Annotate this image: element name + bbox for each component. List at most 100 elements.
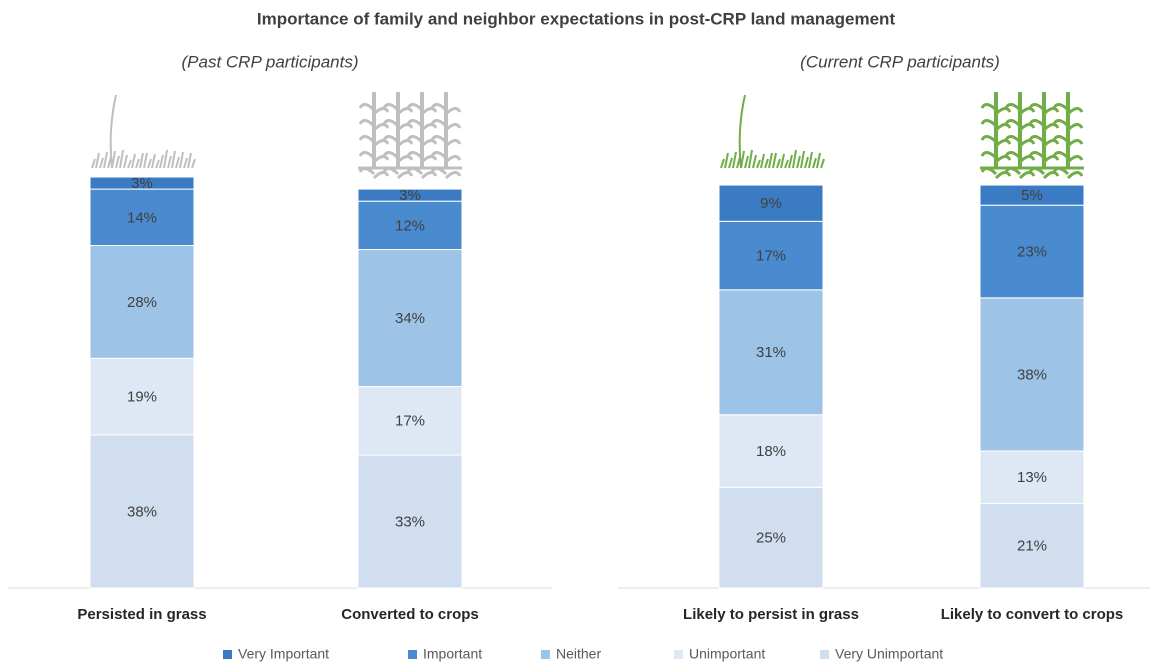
chart-title: Importance of family and neighbor expect… (257, 9, 896, 28)
plant-icon (446, 172, 460, 178)
plant-icon (1068, 108, 1082, 114)
data-label: 13% (1017, 469, 1047, 486)
plant-icon (168, 156, 171, 168)
plant-icon (192, 159, 195, 168)
plant-icon (1044, 108, 1058, 114)
plant-icon (793, 150, 796, 168)
plant-icon (398, 172, 412, 178)
plant-icon (148, 159, 151, 168)
plant-icon (1020, 172, 1034, 178)
plant-icon (116, 156, 119, 168)
plant-icon (446, 108, 460, 114)
data-label: 5% (1021, 187, 1043, 204)
subtitle: (Current CRP participants) (800, 52, 1000, 71)
plant-icon (982, 136, 996, 142)
plant-icon (982, 104, 996, 110)
plant-icon (773, 153, 776, 168)
plant-icon (422, 140, 436, 146)
plant-icon (374, 156, 388, 162)
plant-icon (757, 160, 760, 168)
plant-icon (398, 140, 412, 146)
plant-icon (789, 155, 792, 168)
plant-icon (124, 155, 127, 168)
data-label: 3% (399, 187, 421, 204)
plant-icon (801, 151, 804, 168)
plant-icon (765, 159, 768, 168)
plant-icon (1020, 108, 1034, 114)
plant-icon (785, 160, 788, 168)
plant-icon (1044, 140, 1058, 146)
plant-icon (104, 152, 107, 168)
plant-icon (1044, 172, 1058, 178)
data-label: 17% (395, 413, 425, 430)
plant-icon (769, 153, 772, 168)
plant-icon (817, 153, 820, 168)
plant-icon (446, 140, 460, 146)
legend-swatch (541, 650, 550, 659)
plant-icon (996, 108, 1010, 114)
data-label: 17% (756, 248, 786, 265)
plant-icon (1044, 156, 1058, 162)
plant-icon (1020, 124, 1034, 130)
legend-label: Very Unimportant (835, 646, 943, 662)
plant-icon (422, 156, 436, 162)
chart: Importance of family and neighbor expect… (0, 0, 1153, 665)
plant-icon (1044, 124, 1058, 130)
plant-icon (128, 160, 131, 168)
data-label: 12% (395, 217, 425, 234)
plant-icon (120, 150, 123, 168)
plant-icon (188, 153, 191, 168)
plant-icon (1020, 156, 1034, 162)
plant-icon (422, 124, 436, 130)
plant-icon (753, 155, 756, 168)
plant-icon (982, 152, 996, 158)
plant-icon (1020, 140, 1034, 146)
plant-icon (176, 157, 179, 168)
data-label: 23% (1017, 244, 1047, 261)
data-label: 21% (1017, 538, 1047, 555)
plant-icon (152, 154, 155, 168)
plant-icon (96, 153, 99, 168)
plant-icon (729, 158, 732, 168)
plant-icon (982, 120, 996, 126)
plant-icon (398, 108, 412, 114)
plant-icon (733, 152, 736, 168)
data-label: 25% (756, 530, 786, 547)
plant-icon (172, 151, 175, 168)
data-label: 9% (760, 195, 782, 212)
plant-icon (374, 172, 388, 178)
plant-icon (446, 156, 460, 162)
plant-icon (160, 155, 163, 168)
plant-icon (360, 104, 374, 110)
plant-icon (136, 159, 139, 168)
plant-icon (374, 124, 388, 130)
plant-icon (813, 158, 816, 168)
plant-icon (996, 172, 1010, 178)
legend-swatch (820, 650, 829, 659)
data-label: 18% (756, 443, 786, 460)
data-label: 38% (127, 503, 157, 520)
plant-icon (144, 153, 147, 168)
plant-icon (797, 156, 800, 168)
data-label: 33% (395, 513, 425, 530)
legend-swatch (408, 650, 417, 659)
plant-icon (996, 156, 1010, 162)
plant-icon (821, 159, 824, 168)
x-tick-label: Persisted in grass (77, 606, 206, 623)
plant-icon (745, 156, 748, 168)
plant-icon (996, 140, 1010, 146)
plant-icon (360, 152, 374, 158)
plant-icon (140, 153, 143, 168)
plant-icon (374, 140, 388, 146)
x-tick-label: Likely to convert to crops (941, 606, 1124, 623)
subtitle: (Past CRP participants) (182, 52, 359, 71)
plant-icon (1068, 156, 1082, 162)
plant-icon (749, 150, 752, 168)
legend-label: Neither (556, 646, 601, 662)
data-label: 31% (756, 344, 786, 361)
plant-icon (761, 154, 764, 168)
plant-icon (446, 124, 460, 130)
plant-icon (805, 157, 808, 168)
data-label: 28% (127, 294, 157, 311)
plant-icon (1068, 124, 1082, 130)
